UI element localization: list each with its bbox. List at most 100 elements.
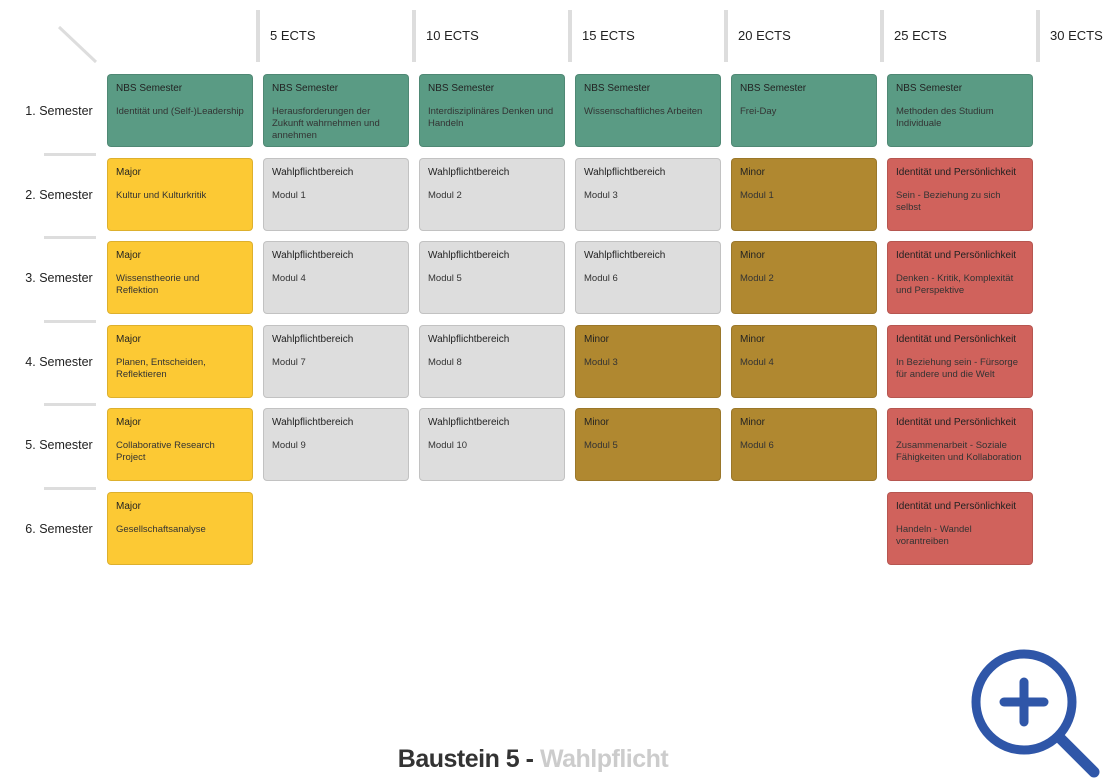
column-header: 20 ECTS xyxy=(724,10,791,62)
module-category: Identität und Persönlichkeit xyxy=(896,333,1017,345)
module-card: Major Wissenstheorie und Reflektion xyxy=(107,241,253,314)
module-category: Identität und Persönlichkeit xyxy=(896,500,1017,512)
module-name: Zusammenarbeit - Soziale Fähigkeiten und… xyxy=(896,440,1022,463)
module-name: Modul 6 xyxy=(740,440,774,451)
module-category: NBS Semester xyxy=(740,83,807,94)
module-card: Wahlpflichtbereich Modul 7 xyxy=(263,324,409,398)
module-name: Modul 8 xyxy=(428,356,462,368)
module-category: Wahlpflichtbereich xyxy=(272,250,354,261)
module-category: Wahlpflichtbereich xyxy=(272,333,354,345)
module-name: Modul 2 xyxy=(428,189,462,201)
module-category: NBS Semester xyxy=(116,83,183,94)
row-separator xyxy=(44,403,96,406)
module-name: Modul 2 xyxy=(740,273,774,284)
module-category: Wahlpflichtbereich xyxy=(428,417,510,428)
module-category: Wahlpflichtbereich xyxy=(272,166,354,178)
module-name: Modul 5 xyxy=(584,440,618,451)
module-name: Identität und (Self-)Leadership xyxy=(116,106,244,117)
module-card: NBS Semester Interdisziplinäres Denken un… xyxy=(419,74,565,147)
module-category: Major xyxy=(116,333,142,345)
row-label: 3. Semester xyxy=(25,271,93,285)
module-name: Modul 9 xyxy=(272,440,306,451)
module-card: Wahlpflichtbereich Modul 8 xyxy=(419,324,565,398)
module-category: Identität und Persönlichkeit xyxy=(896,166,1017,178)
module-name: Interdisziplinäres Denken und Handeln xyxy=(428,106,554,129)
module-card: Minor Modul 3 xyxy=(575,324,721,398)
module-card: Wahlpflichtbereich Modul 5 xyxy=(419,241,565,314)
module-category: Minor xyxy=(740,333,766,345)
module-name: Herausforderungen der Zukunft wahrnehmen… xyxy=(272,106,380,141)
footer-title: Baustein 5 - xyxy=(397,745,534,773)
module-category: NBS Semester xyxy=(428,83,495,94)
module-card: Identität und Persönlichkeit Denken - Kri… xyxy=(887,241,1033,314)
module-card: Minor Modul 4 xyxy=(731,324,877,398)
module-category: Wahlpflichtbereich xyxy=(428,250,510,261)
module-name: Modul 10 xyxy=(428,440,468,451)
module-card: Identität und Persönlichkeit In Beziehung… xyxy=(887,324,1033,398)
module-card: NBS Semester Identität und (Self-)Leaders… xyxy=(107,74,253,147)
module-name: Modul 4 xyxy=(272,273,306,284)
module-name: Methoden des Studium Individuale xyxy=(896,106,994,129)
module-category: Major xyxy=(116,250,142,261)
column-header: 10 ECTS xyxy=(412,10,479,62)
module-name: Handeln - Wandel vorantreiben xyxy=(896,523,972,547)
module-category: NBS Semester xyxy=(584,83,651,94)
module-name: Modul 3 xyxy=(584,356,618,368)
module-name: Modul 1 xyxy=(272,189,306,201)
module-category: Major xyxy=(116,417,142,428)
row-separator xyxy=(44,236,96,239)
module-card: Wahlpflichtbereich Modul 3 xyxy=(575,157,721,231)
module-category: Wahlpflichtbereich xyxy=(584,250,666,261)
module-card: NBS Semester Methoden des Studium Individ… xyxy=(887,74,1033,147)
module-category: Minor xyxy=(584,333,610,345)
corner-diagonal xyxy=(57,25,98,64)
module-card: Minor Modul 5 xyxy=(575,408,721,481)
module-category: Wahlpflichtbereich xyxy=(428,333,510,345)
row-label: 6. Semester xyxy=(25,521,93,536)
module-name: Modul 4 xyxy=(740,356,774,368)
module-name: Collaborative Research Project xyxy=(116,440,215,463)
module-card: Major Kultur und Kulturkritik xyxy=(107,157,253,231)
row-label: 1. Semester xyxy=(25,104,93,118)
module-name: Modul 5 xyxy=(428,273,462,284)
module-name: Sein - Beziehung zu sich selbst xyxy=(896,189,1001,213)
row-separator xyxy=(44,319,96,323)
module-name: Wissenschaftliches Arbeiten xyxy=(584,106,703,117)
module-card: NBS Semester Wissenschaftliches Arbeiten xyxy=(575,74,721,147)
module-card: NBS Semester Frei-Day xyxy=(731,74,877,147)
module-card: Identität und Persönlichkeit Handeln - Wa… xyxy=(887,491,1033,565)
column-header: 5 ECTS xyxy=(256,10,316,62)
row-label: 2. Semester xyxy=(25,187,93,202)
module-name: Modul 1 xyxy=(740,189,774,201)
module-card: Wahlpflichtbereich Modul 10 xyxy=(419,408,565,481)
module-card: Identität und Persönlichkeit Sein - Bezie… xyxy=(887,157,1033,231)
module-name: Frei-Day xyxy=(740,106,777,117)
zoom-button[interactable] xyxy=(968,646,1102,780)
module-category: Minor xyxy=(740,250,766,261)
module-category: Wahlpflichtbereich xyxy=(272,417,354,428)
module-name: Kultur und Kulturkritik xyxy=(116,189,207,201)
module-card: NBS Semester Herausforderungen der Zukunf… xyxy=(263,74,409,147)
module-card: Wahlpflichtbereich Modul 6 xyxy=(575,241,721,314)
row-label: 5. Semester xyxy=(25,438,93,452)
module-category: Identität und Persönlichkeit xyxy=(896,417,1017,428)
column-header: 25 ECTS xyxy=(880,10,947,62)
module-card: Minor Modul 1 xyxy=(731,157,877,231)
row-separator xyxy=(44,486,96,490)
module-name: Gesellschaftsanalyse xyxy=(116,523,206,535)
module-category: Wahlpflichtbereich xyxy=(584,166,666,178)
module-card: Wahlpflichtbereich Modul 2 xyxy=(419,157,565,231)
footer: Baustein 5 - Wahlpflicht xyxy=(0,745,1066,774)
module-category: NBS Semester xyxy=(896,83,963,94)
module-name: In Beziehung sein - Fürsorge für andere … xyxy=(896,356,1018,380)
row-separator xyxy=(44,152,96,156)
module-category: NBS Semester xyxy=(272,83,339,94)
module-card: Wahlpflichtbereich Modul 9 xyxy=(263,408,409,481)
module-category: Major xyxy=(116,500,142,512)
module-category: Wahlpflichtbereich xyxy=(428,166,510,178)
module-category: Minor xyxy=(584,417,610,428)
module-name: Wissenstheorie und Reflektion xyxy=(116,273,200,296)
module-card: Minor Modul 6 xyxy=(731,408,877,481)
module-name: Modul 6 xyxy=(584,273,618,284)
